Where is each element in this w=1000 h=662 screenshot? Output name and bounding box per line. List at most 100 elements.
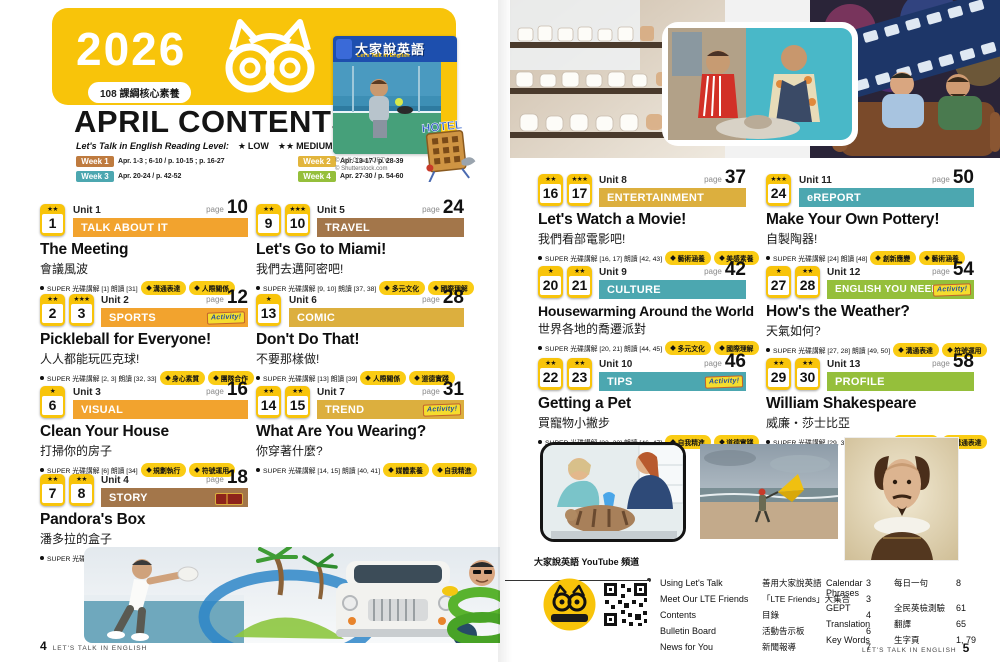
unit-entry-13: ★★ 29 ★★ 30 Unit 13 page 58 PROFILE Willi… xyxy=(766,352,988,449)
calendar-date-chip: ★★ 23 xyxy=(567,358,592,390)
page-word: page xyxy=(206,387,224,396)
magazine-name: LET'S TALK IN ENGLISH xyxy=(862,647,957,654)
page-title: APRIL CONTENTS xyxy=(74,104,353,139)
unit-entry-2: ★★ 2 ★★★ 3 Unit 2 page 12 SPORTS Activity… xyxy=(40,288,254,385)
folio-number: 5 xyxy=(962,641,970,655)
unit-entry-9: ★ 20 ★★ 21 Unit 9 page 42 CULTURE Housewa… xyxy=(538,259,760,355)
date-number: 17 xyxy=(569,184,590,203)
diamond-icon xyxy=(670,255,676,261)
page-word: page xyxy=(932,267,950,276)
page-word: page xyxy=(704,267,722,276)
index-column-1: Using Let's Talk 善用大家說英語 3 Meet Our LTE Fr… xyxy=(660,577,886,653)
unit-title: Let's Go to Miami! xyxy=(256,241,387,258)
unit-title: The Meeting xyxy=(40,241,129,258)
difficulty-stars: ★★★ xyxy=(571,176,588,183)
disc-info: SUPER 光碟講解 [1] 朗讀 [31] xyxy=(47,286,138,293)
unit-title: Make Your Own Pottery! xyxy=(766,211,940,228)
date-chips: ★★ 29 ★★ 30 xyxy=(766,358,820,390)
calendar-date-chip: ★★ 8 xyxy=(69,474,94,506)
calendar-date-chip: ★★ 29 xyxy=(766,358,791,390)
unit-title: Getting a Pet xyxy=(538,395,631,412)
date-chips: ★★ 14 ★★ 15 xyxy=(256,386,310,418)
bullet-icon xyxy=(256,468,260,472)
difficulty-stars: ★★ xyxy=(545,360,556,367)
date-number: 28 xyxy=(797,276,818,295)
competency-tag: 媒體素養 xyxy=(383,463,429,477)
difficulty-stars: ★★★ xyxy=(770,176,787,183)
diamond-icon xyxy=(164,375,171,381)
index-row: Bulletin Board 活動告示板 6 xyxy=(660,626,872,636)
unit-title-zh: 世界各地的喬遷派對 xyxy=(538,322,647,336)
bullet-icon xyxy=(40,376,44,380)
date-number: 1 xyxy=(42,214,63,233)
disc-info: SUPER 光碟講解 [14, 15] 朗讀 [40, 41] xyxy=(263,468,381,475)
bullet-icon xyxy=(766,440,770,444)
diamond-icon xyxy=(436,467,443,473)
competency-tag: 國際理解 xyxy=(428,281,474,295)
qr-code xyxy=(602,581,649,628)
page-word: page xyxy=(206,205,224,214)
bullet-icon xyxy=(538,440,542,444)
date-chips: ★ 27 ★★ 28 xyxy=(766,266,820,298)
calendar-date-chip: ★★ 9 xyxy=(256,204,281,236)
difficulty-stars: ★★ xyxy=(802,360,813,367)
difficulty-stars: ★ xyxy=(265,296,272,303)
diamond-icon xyxy=(213,375,220,381)
date-chips: ★★ 2 ★★★ 3 xyxy=(40,294,94,326)
difficulty-stars: ★★ xyxy=(263,206,274,213)
date-number: 7 xyxy=(42,484,63,503)
difficulty-stars: ★★ xyxy=(47,476,58,483)
category-bar: STORY xyxy=(101,488,248,507)
index-column-2: Calendar Phrases 每日一句 8 GEPT 全民英檢測驗 61 Trans… xyxy=(826,577,980,646)
disc-info: SUPER 光碟講解 [27, 28] 朗讀 [49, 50] xyxy=(773,348,891,355)
diamond-icon xyxy=(670,345,676,351)
difficulty-stars: ★★★ xyxy=(289,206,306,213)
date-number: 21 xyxy=(569,276,590,295)
unit-number-label: Unit 3 xyxy=(73,387,101,398)
cover-masthead: 大家說英語 xyxy=(355,42,426,57)
date-number: 10 xyxy=(287,214,308,233)
page-number: 54 xyxy=(952,259,974,280)
page-number: 42 xyxy=(724,259,746,280)
hotel-cartoon: HOTEL xyxy=(416,116,480,183)
category-label: VISUAL xyxy=(81,403,124,416)
difficulty-stars: ★★ xyxy=(47,296,58,303)
difficulty-stars: ★★ xyxy=(545,176,556,183)
unit-title: Don't Do That! xyxy=(256,331,360,348)
date-number: 20 xyxy=(540,276,561,295)
competency-tag: 創新應變 xyxy=(870,251,917,265)
unit-entry-5: ★★ 9 ★★★ 10 Unit 5 page 24 TRAVEL Let's G… xyxy=(256,198,474,295)
category-label: ENTERTAINMENT xyxy=(607,191,705,204)
disc-info: SUPER 光碟講解 [6] 朗讀 [34] xyxy=(47,468,138,475)
page-word: page xyxy=(704,175,722,184)
competency-tag: 團隊合作 xyxy=(208,371,254,385)
pointer-dot-icon xyxy=(647,578,651,582)
unit-number-label: Unit 10 xyxy=(599,359,633,370)
cover-photo xyxy=(333,62,457,154)
unit-number-label: Unit 2 xyxy=(101,295,129,306)
page-number: 37 xyxy=(724,167,746,188)
unit-title-zh: 我們看部電影吧! xyxy=(538,232,626,246)
stars-medium: ★★ xyxy=(277,141,295,151)
page-word: page xyxy=(206,295,224,304)
page-number: 28 xyxy=(442,287,464,308)
category-bar: TIPS Activity! xyxy=(599,372,746,391)
unit-entry-11: ★★★ 24 Unit 11 page 50 eREPORT Make Your … xyxy=(766,168,974,265)
unit-number-label: Unit 12 xyxy=(827,267,861,278)
calendar-date-chip: ★★★ 24 xyxy=(766,174,791,206)
date-chips: ★ 20 ★★ 21 xyxy=(538,266,592,298)
week-schedule: Week 1 Apr. 1-3 ; 6-10 / p. 10-15 ; p. 1… xyxy=(76,156,436,186)
unit-entry-12: ★ 27 ★★ 28 Unit 12 page 54 ENGLISH YOU NE… xyxy=(766,259,988,357)
unit-number-label: Unit 8 xyxy=(599,175,627,186)
category-bar: VISUAL xyxy=(73,400,248,419)
page-word: page xyxy=(704,359,722,368)
disc-info: SUPER 光碟講解 [9, 10] 朗讀 [37, 38] xyxy=(263,286,377,293)
cover-logo-icon xyxy=(336,39,352,59)
disc-info: SUPER 光碟講解 [2, 3] 朗讀 [32, 33] xyxy=(47,376,157,383)
date-number: 14 xyxy=(258,396,279,415)
competency-tag: 多元文化 xyxy=(665,341,711,355)
disc-info: SUPER 光碟講解 [16, 17] 朗讀 [42, 43] xyxy=(545,256,663,263)
unit-number-label: Unit 5 xyxy=(317,205,345,216)
date-chips: ★ 13 xyxy=(256,294,281,326)
unit-number-label: Unit 4 xyxy=(101,475,129,486)
